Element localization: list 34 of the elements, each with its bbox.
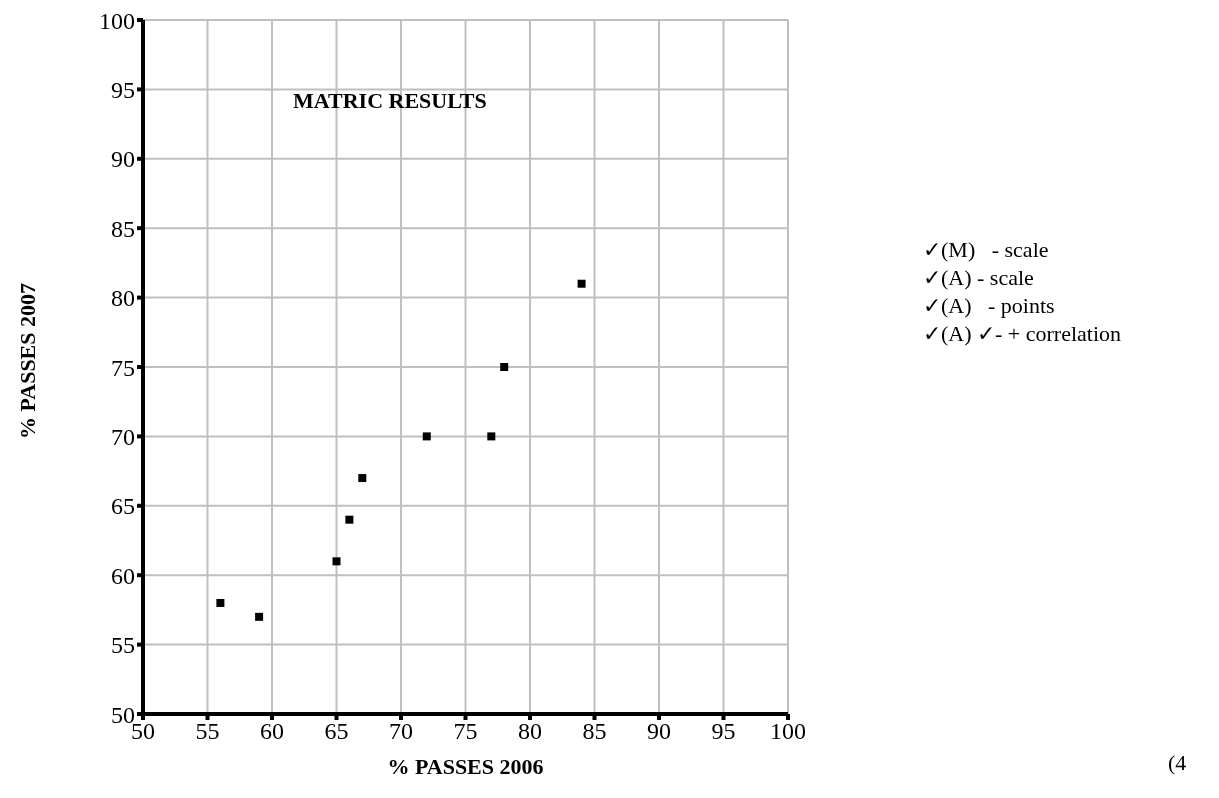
x-axis-title: % PASSES 2006: [386, 754, 545, 780]
point: [332, 557, 341, 566]
y-tick-label: 90: [111, 146, 135, 173]
text: ✓(M) - scale ✓(A) - scale ✓(A) - points ✓(A) ✓- + correlation: [923, 236, 1122, 348]
y-tick-label: 65: [111, 493, 135, 520]
x-tick-label: 100: [770, 718, 806, 745]
text: MATRIC RESULTS: [293, 88, 487, 114]
y-tick-label: 85: [111, 215, 135, 242]
y-tick-label: 55: [111, 632, 135, 659]
x-tick-label: 90: [647, 718, 671, 745]
point: [422, 432, 431, 441]
x-tick-label: 95: [711, 718, 736, 745]
text: (4: [1168, 750, 1187, 776]
x-tick-label: 60: [260, 718, 284, 745]
x-tick-label: 85: [582, 718, 607, 745]
y-tick-label: 60: [111, 562, 135, 589]
y-tick-label: 95: [111, 76, 135, 103]
x-tick-label: 80: [518, 718, 542, 745]
y-tick-label: 70: [111, 423, 135, 450]
point: [500, 363, 509, 371]
point: [487, 432, 496, 441]
point: [216, 598, 225, 607]
point: [358, 474, 367, 483]
x-tick-label: 70: [389, 718, 413, 745]
y-tick-label: 80: [111, 285, 135, 312]
point: [577, 279, 586, 288]
y-axis-title: % PASSES 2007: [15, 282, 41, 440]
point: [345, 515, 354, 524]
x-tick-label: 65: [324, 718, 349, 745]
y-tick-label: 100: [99, 7, 135, 34]
x-tick-label: 55: [195, 718, 220, 745]
x-tick-label: 75: [453, 718, 478, 745]
y-tick-label: 75: [111, 354, 135, 381]
point: [255, 612, 264, 621]
